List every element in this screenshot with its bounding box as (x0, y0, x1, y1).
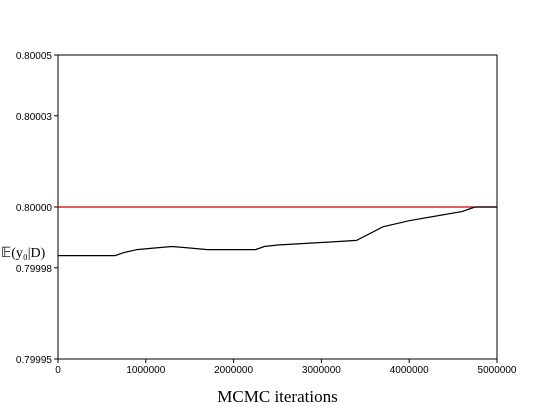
y-tick-label: 0.80000 (16, 203, 53, 214)
estimate-line (58, 206, 497, 257)
y-tick-label: 0.79998 (16, 264, 53, 275)
x-tick-label: 4000000 (390, 365, 429, 376)
x-tick-label: 3000000 (302, 365, 341, 376)
x-tick-label: 5000000 (478, 365, 517, 376)
y-tick-label: 0.80003 (16, 112, 53, 123)
y-axis-label: 𝔼(y₀|D) (1, 246, 46, 261)
x-tick-label: 0 (55, 365, 61, 376)
x-tick-label: 2000000 (214, 365, 253, 376)
plot-area: 0 1000000 2000000 3000000 4000000 5000000 0.79… (16, 51, 517, 376)
x-tick-label: 1000000 (126, 365, 165, 376)
x-axis-label: MCMC iterations (217, 387, 337, 406)
y-tick-label: 0.80005 (16, 51, 53, 62)
y-tick-label: 0.79995 (16, 355, 53, 366)
